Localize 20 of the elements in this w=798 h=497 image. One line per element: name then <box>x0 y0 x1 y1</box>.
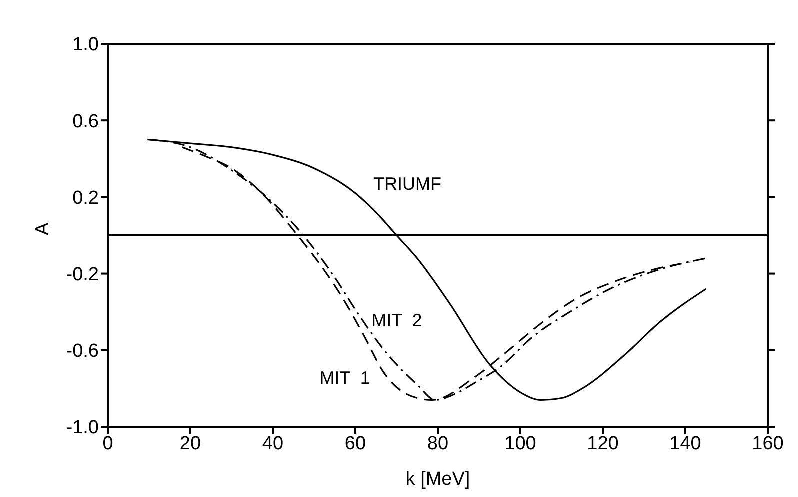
x-tick-label: 40 <box>262 433 284 454</box>
x-axis-title: k [MeV] <box>406 469 470 490</box>
x-tick-label: 100 <box>504 433 536 454</box>
y-tick-label: -0.6 <box>66 341 99 362</box>
y-tick-label: 0.2 <box>72 188 99 209</box>
y-axis-title: A <box>32 222 54 236</box>
series-label: MIT 1 <box>320 368 370 388</box>
x-tick-label: 80 <box>427 433 449 454</box>
x-tick-label: 160 <box>752 433 784 454</box>
y-tick-label: -1.0 <box>66 418 99 439</box>
x-tick-label: 120 <box>587 433 619 454</box>
series-label: TRIUMF <box>374 174 442 194</box>
x-tick-label: 60 <box>344 433 366 454</box>
x-tick-label: 0 <box>102 433 114 454</box>
x-tick-label: 140 <box>670 433 702 454</box>
y-tick-label: -0.2 <box>66 264 99 286</box>
series-label: MIT 2 <box>372 310 422 331</box>
y-tick-label: 1.0 <box>72 34 99 56</box>
x-tick-label: 20 <box>180 433 202 454</box>
y-tick-label: 0.6 <box>72 111 99 132</box>
